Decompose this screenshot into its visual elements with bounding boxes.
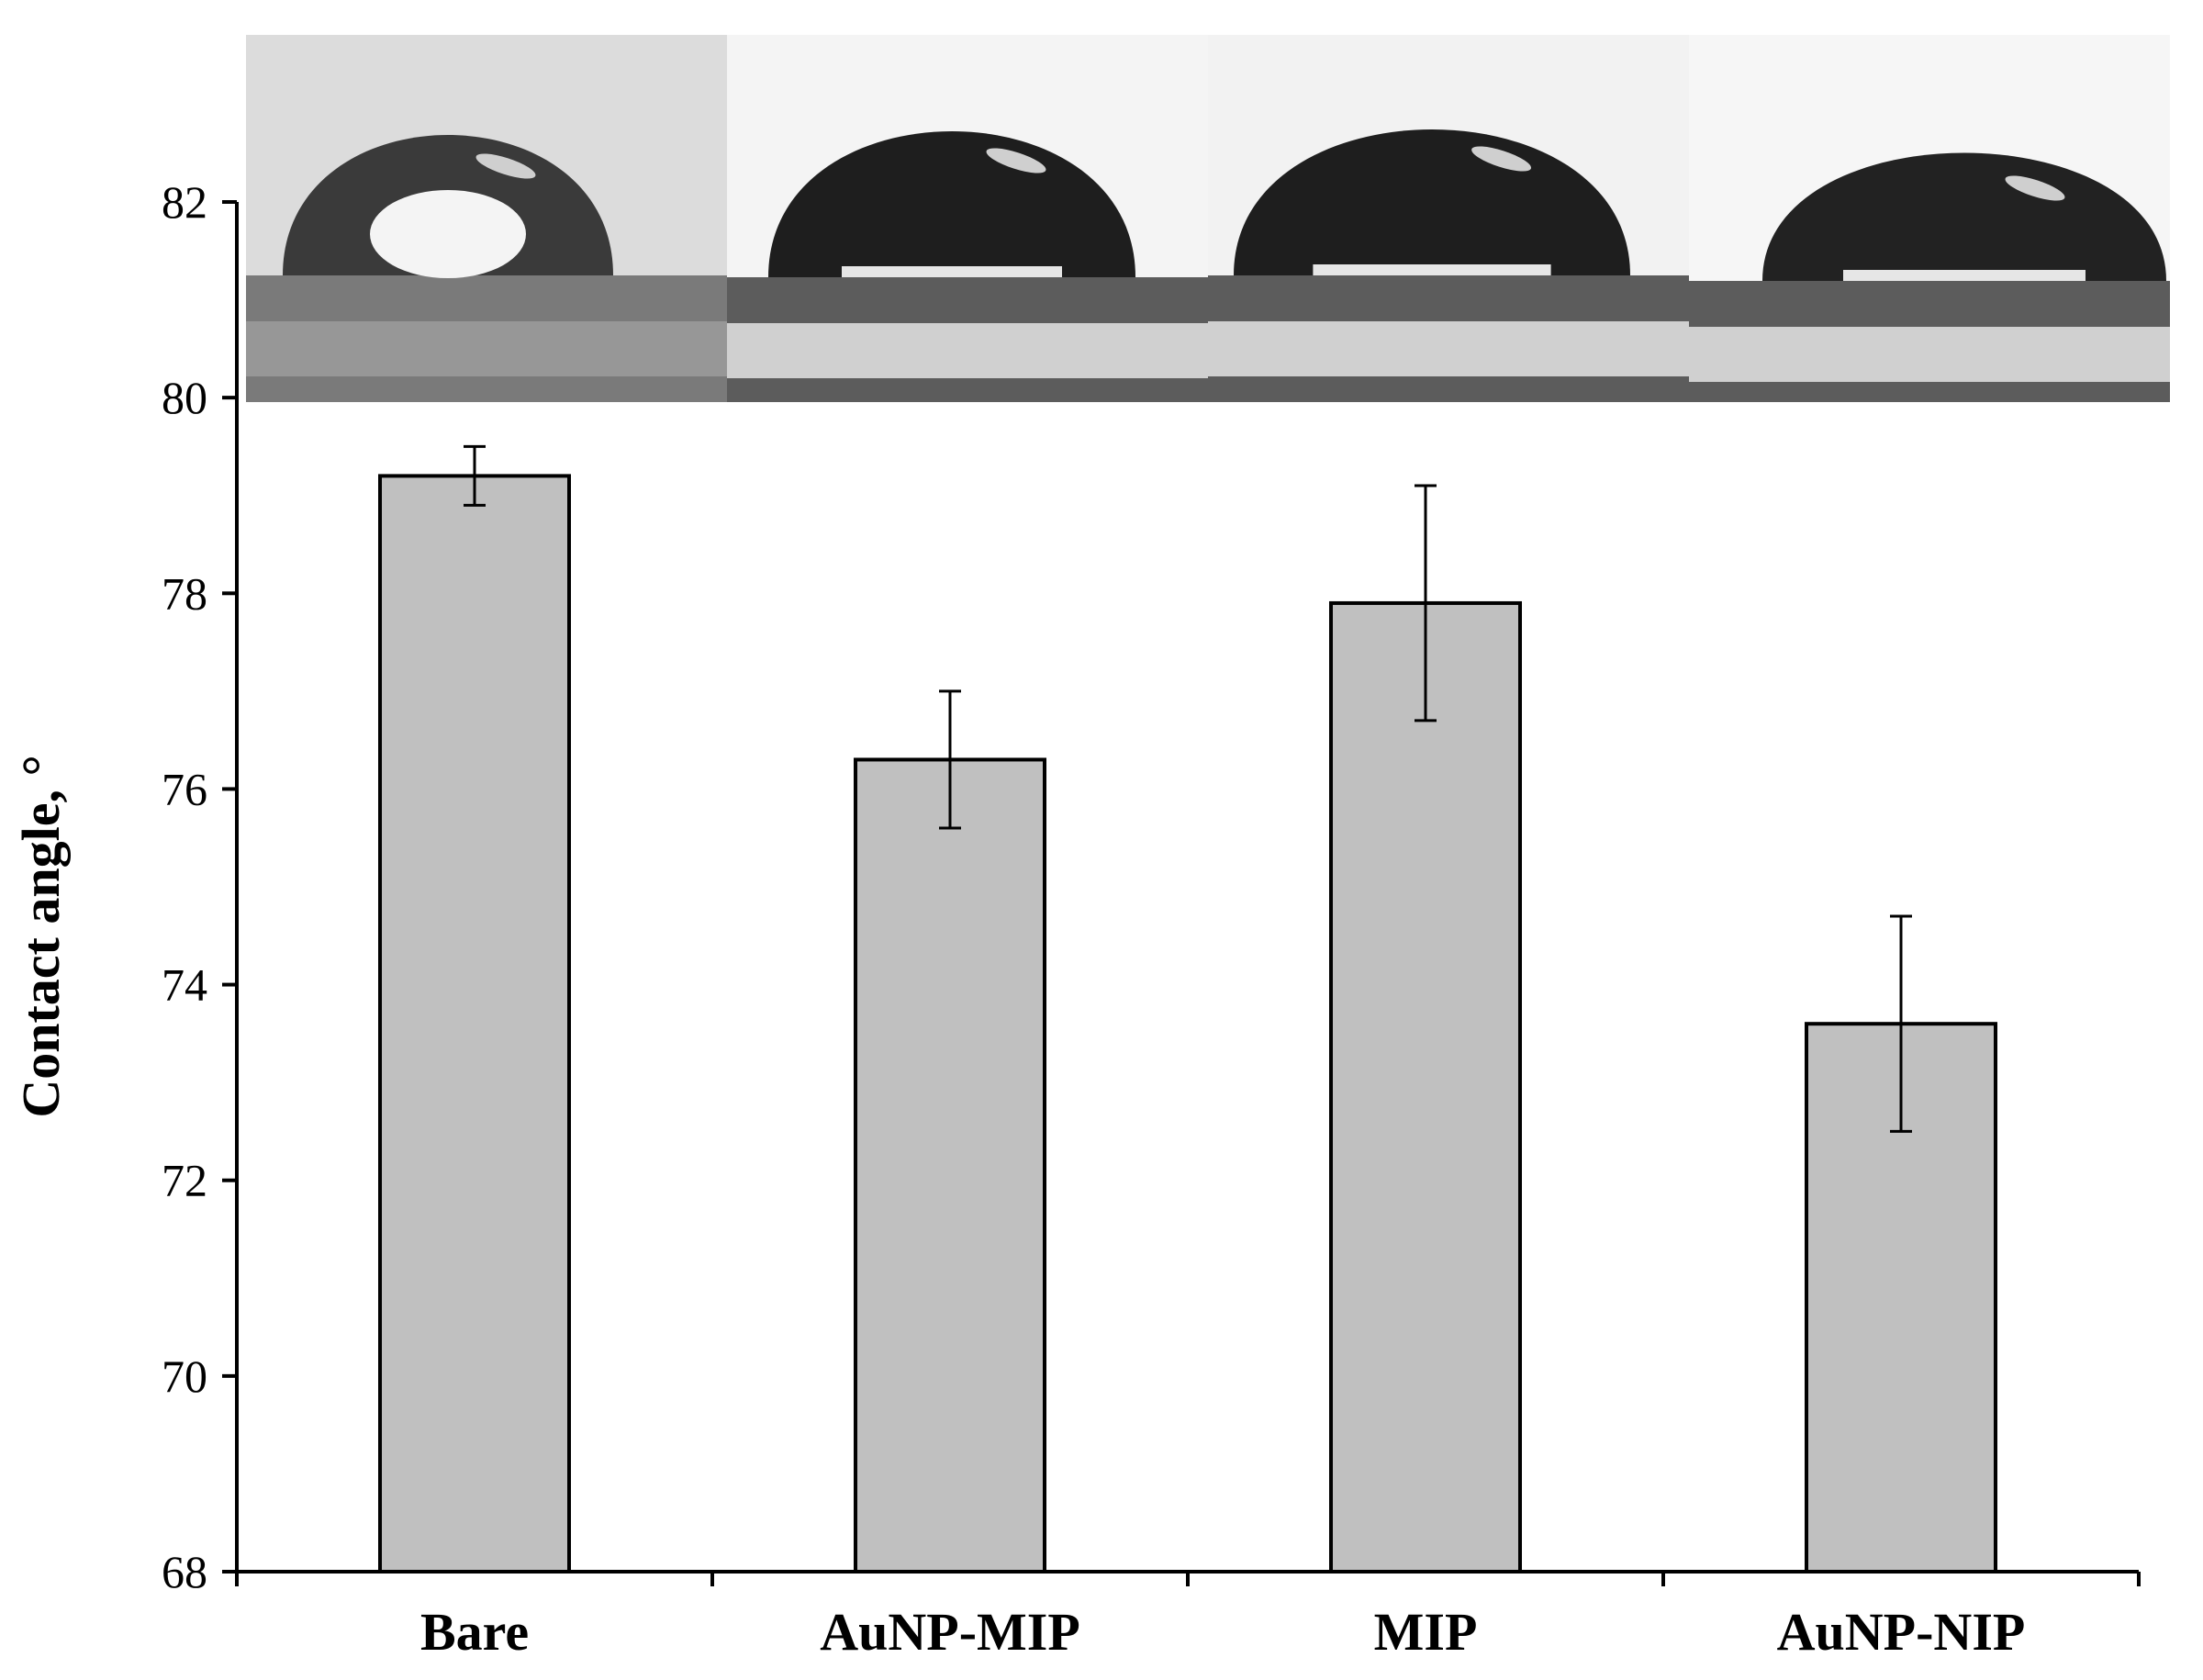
y-tick-label: 80 xyxy=(162,372,207,423)
y-ticks: 68 70 72 74 76 78 80 82 xyxy=(162,176,237,1597)
y-tick-label: 70 xyxy=(162,1350,207,1402)
substrate-reflection xyxy=(727,323,1208,378)
y-tick-label: 78 xyxy=(162,567,207,619)
bar-bare xyxy=(378,474,571,1574)
water-droplet xyxy=(1762,152,2166,281)
y-tick-label: 68 xyxy=(162,1546,207,1597)
droplet-glare xyxy=(986,148,1046,174)
bars xyxy=(378,474,1997,1574)
droplet-image-bare xyxy=(246,35,727,402)
droplet-highlight xyxy=(370,190,526,278)
droplet-image-aunp-mip xyxy=(727,35,1208,402)
category-label: AuNP-NIP xyxy=(1777,1602,2026,1662)
error-bars xyxy=(464,444,1912,1133)
category-label: MIP xyxy=(1374,1602,1478,1662)
bar-aunp-mip xyxy=(854,757,1046,1574)
category-label: AuNP-MIP xyxy=(820,1602,1080,1662)
droplet-highlight xyxy=(842,266,1062,277)
y-tick-label: 72 xyxy=(162,1155,207,1206)
y-axis-title: Contact angle, ° xyxy=(11,755,71,1117)
x-ticks xyxy=(235,1572,2141,1586)
substrate-reflection xyxy=(1208,321,1689,376)
droplet-highlight xyxy=(1843,270,2086,281)
droplet-images xyxy=(246,35,2170,402)
y-tick-label: 82 xyxy=(162,176,207,228)
droplet-image-aunp-nip xyxy=(1689,35,2170,402)
y-tick-label: 74 xyxy=(162,959,207,1011)
droplet-highlight xyxy=(1313,264,1551,275)
droplet-glare xyxy=(2005,175,2065,201)
category-label: Bare xyxy=(420,1602,529,1662)
droplet-glare xyxy=(1471,146,1532,172)
droplet-image-mip xyxy=(1208,35,1689,402)
category-labels: Bare AuNP-MIP MIP AuNP-NIP xyxy=(420,1602,2025,1662)
droplet-glare xyxy=(475,153,536,179)
water-droplet xyxy=(1234,129,1630,275)
y-tick-label: 76 xyxy=(162,763,207,814)
bar-mip xyxy=(1329,600,1522,1574)
substrate-reflection xyxy=(1689,327,2170,382)
substrate-reflection xyxy=(246,321,727,376)
